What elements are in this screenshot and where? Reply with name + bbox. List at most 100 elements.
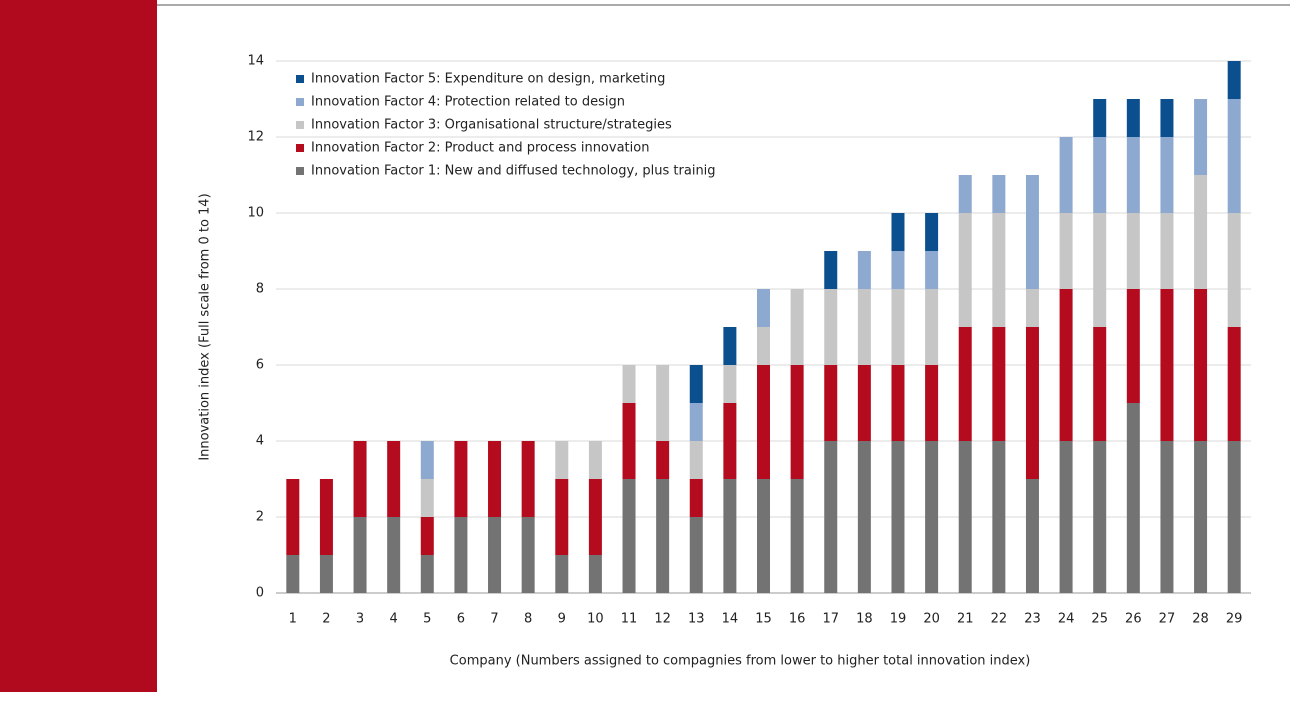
bar-segment [622,365,636,403]
bar-segment [757,479,770,593]
x-tick-label: 6 [457,612,465,627]
bar-segment [1059,213,1073,289]
y-tick-label: 4 [256,434,264,449]
bar-segment [1093,327,1107,441]
x-tick-label: 7 [490,612,498,627]
legend-label: Innovation Factor 4: Protection related … [311,95,625,110]
bar-segment [454,441,468,517]
bar-segment [319,479,333,555]
bar-segment [790,289,804,365]
bar-segment [1025,289,1039,327]
legend-swatch [296,75,304,83]
bar-segment [857,251,871,289]
y-axis-label: Innovation index (Full scale from 0 to 1… [198,193,213,460]
bar-segment [891,365,905,441]
bar-segment [824,441,838,593]
legend-swatch [296,121,304,129]
bar-segment [790,365,804,479]
bar-segment [1126,289,1140,403]
bar-segment [925,213,939,251]
bar-segment [420,555,434,593]
bar-segment [1194,289,1208,441]
bar-segment [1160,441,1174,593]
bar-segment [992,441,1006,593]
bar-segment [958,441,972,593]
bar-segment [387,441,401,517]
bar-segment [420,441,434,479]
bar-segment [656,479,670,593]
bar-segment [824,251,838,289]
bar-segment [555,555,569,593]
bar-segment [992,213,1006,327]
bar-segment [521,441,535,517]
x-tick-label: 3 [356,612,364,627]
bar-segment [757,327,770,365]
x-tick-label: 4 [390,612,398,627]
y-tick-label: 10 [247,206,264,221]
bar-segment [1227,327,1241,441]
bar-segment [1227,99,1241,213]
legend-swatch [296,167,304,175]
bar-segment [622,403,636,479]
bar-segment [1227,441,1241,593]
bar-segment [1227,61,1241,99]
legend-label: Innovation Factor 2: Product and process… [311,141,649,156]
bar-segment [958,327,972,441]
bar-segment [1093,99,1107,137]
bar-segment [1194,441,1208,593]
x-tick-label: 11 [621,612,638,627]
bar-segment [1059,441,1073,593]
bar-segment [857,365,871,441]
bar-segment [958,175,972,213]
bar-segment [1126,137,1140,213]
bar-segment [857,441,871,593]
x-tick-label: 19 [890,612,907,627]
x-tick-label: 5 [423,612,431,627]
bar-segment [824,289,838,365]
x-tick-label: 24 [1058,612,1075,627]
bar-segment [521,517,535,593]
bar-segment [723,479,737,593]
bar-segment [387,517,401,593]
y-tick-label: 12 [247,130,264,145]
x-tick-label: 29 [1226,612,1243,627]
bar-segment [1093,213,1107,327]
bar-segment [757,365,770,479]
bar-segment [1160,289,1174,441]
y-tick-label: 0 [256,586,264,601]
bar-segment [1093,137,1107,213]
bar-segment [622,479,636,593]
bar-segment [555,479,569,555]
bar-segment [1227,213,1241,327]
x-tick-label: 16 [789,612,806,627]
x-tick-label: 25 [1091,612,1108,627]
bar-segment [925,365,939,441]
sidebar [0,0,157,692]
bar-segment [824,365,838,441]
bar-segment [1160,99,1174,137]
bar-segment [891,213,905,251]
legend-swatch [296,98,304,106]
bar-segment [723,365,737,403]
bar-segment [353,517,367,593]
bar-segment [1126,403,1140,593]
x-tick-label: 9 [558,612,566,627]
bar-segment [1194,99,1208,175]
bar-segment [1126,99,1140,137]
x-tick-label: 8 [524,612,532,627]
legend-label: Innovation Factor 1: New and diffused te… [311,164,716,179]
bar-segment [454,517,468,593]
x-tick-label: 26 [1125,612,1142,627]
x-tick-label: 10 [587,612,604,627]
bar-segment [588,441,602,479]
bar-segment [319,555,333,593]
bar-segment [1025,479,1039,593]
bar-segment [723,327,737,365]
bar-segment [1126,213,1140,289]
bar-segment [588,555,602,593]
bar-segment [925,251,939,289]
bar-segment [992,327,1006,441]
bar-segment [656,365,670,441]
bar-segment [958,213,972,327]
bar-segment [689,441,703,479]
